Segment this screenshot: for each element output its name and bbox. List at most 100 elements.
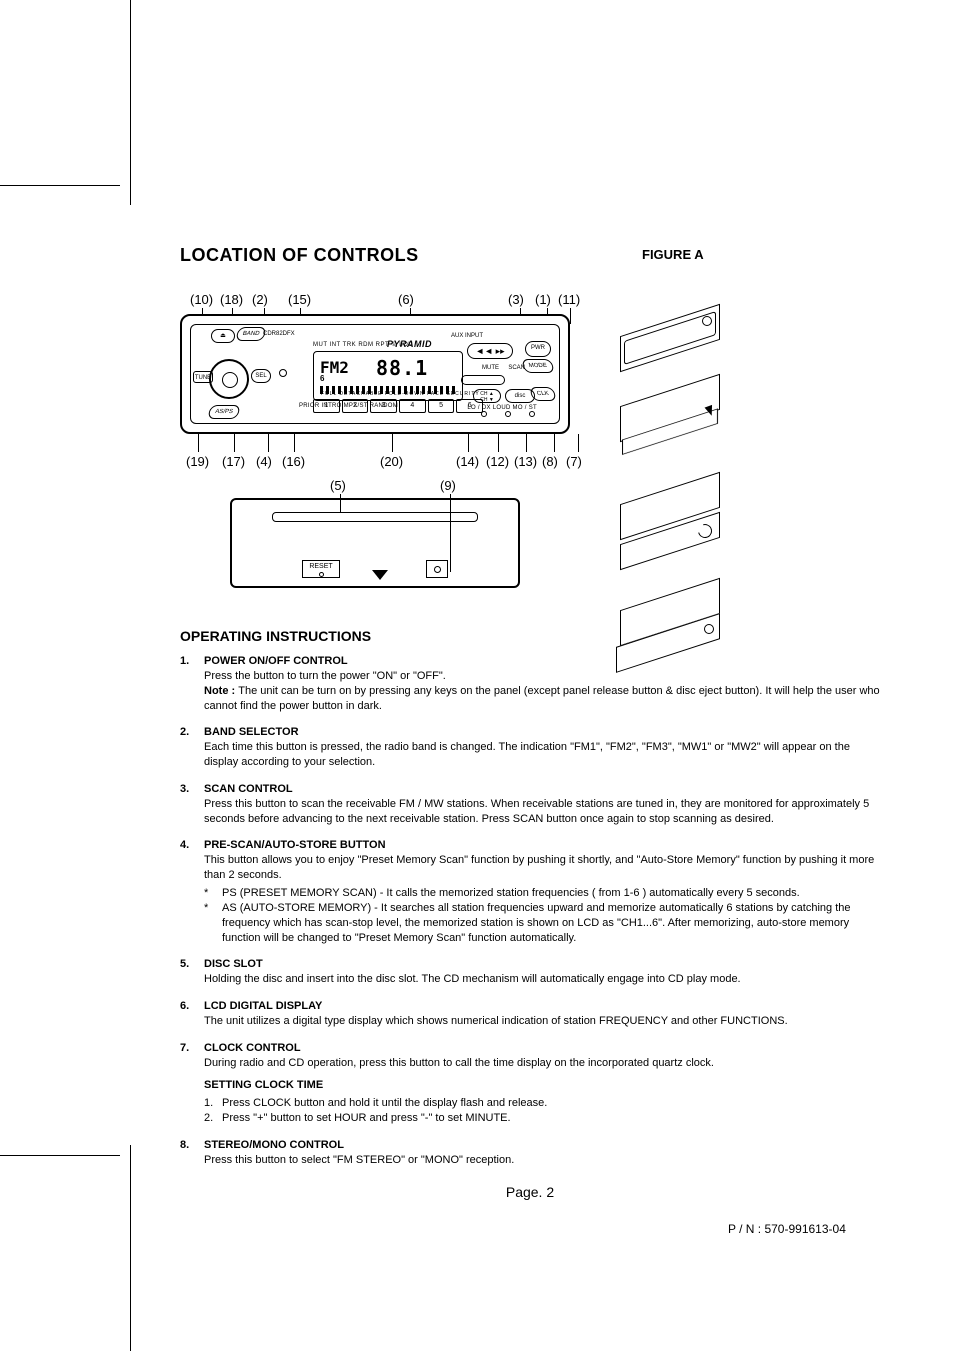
lcd-row-a: MUT INT TRK RDM RPT ① LOU	[313, 341, 413, 348]
strip-label: FULL DETACHABLE FOLD-DOWN FACE SECURITY	[321, 391, 480, 397]
instruction-text: Note : The unit can be turn on by pressi…	[204, 684, 880, 714]
instruction-number: 6.	[180, 999, 204, 1029]
callout-number: (3)	[508, 292, 524, 307]
instruction-title: CLOCK CONTROL	[204, 1041, 880, 1056]
mode-button: MODE	[521, 359, 555, 373]
callout-line	[498, 434, 499, 452]
callout-number: (11)	[558, 292, 580, 307]
callout-number: (2)	[252, 292, 268, 307]
preset-row: 123456	[313, 399, 483, 413]
callout-line	[294, 434, 295, 452]
instruction-number: 2.	[180, 725, 204, 770]
mute-label: MUTE	[482, 365, 499, 371]
callout-5: (5)	[330, 478, 346, 493]
callout-line	[570, 308, 571, 324]
callout-line	[392, 434, 393, 452]
callout-line	[526, 434, 527, 452]
section-instructions-title: OPERATING INSTRUCTIONS	[180, 628, 880, 644]
page-number: Page. 2	[180, 1184, 880, 1200]
aux-label: AUX INPUT	[451, 333, 483, 339]
sub-marker: *	[204, 886, 222, 901]
reset-label: RESET	[309, 563, 332, 570]
lcd-preset: 6	[320, 374, 324, 383]
instruction-item: 2.BAND SELECTOREach time this button is …	[180, 725, 880, 770]
callout-line	[198, 434, 199, 452]
callout-number: (20)	[380, 454, 403, 469]
callout-number: (6)	[398, 292, 414, 307]
arrow-down-icon	[372, 570, 388, 580]
crop-mark	[130, 0, 131, 205]
callout-9: (9)	[440, 478, 456, 493]
callout-number: (14)	[456, 454, 479, 469]
sub-marker: *	[204, 901, 222, 946]
callout-number: (7)	[566, 454, 582, 469]
callout-number: (12)	[486, 454, 509, 469]
preset-button: 5	[428, 399, 455, 413]
sel-button: SEL	[251, 369, 271, 383]
instruction-item: 4.PRE-SCAN/AUTO-STORE BUTTONThis button …	[180, 838, 880, 945]
instruction-number: 1.	[180, 654, 204, 713]
instruction-sub-item: *AS (AUTO-STORE MEMORY) - It searches al…	[204, 901, 880, 946]
seek-button: ◄◄ ▸▸	[467, 343, 513, 359]
tune-button: TUNE	[193, 371, 213, 383]
instruction-number: 7.	[180, 1041, 204, 1126]
knob-icon	[704, 624, 714, 634]
instruction-item: 8.STEREO/MONO CONTROLPress this button t…	[180, 1138, 880, 1168]
instruction-item: 5.DISC SLOTHolding the disc and insert i…	[180, 957, 880, 987]
eject-icon: ⏏	[211, 329, 235, 343]
instruction-item: 6.LCD DIGITAL DISPLAYThe unit utilizes a…	[180, 999, 880, 1029]
dot-icon	[505, 411, 511, 417]
callout-line	[234, 434, 235, 452]
callout-number: (18)	[220, 292, 243, 307]
callout-line	[468, 434, 469, 452]
sub-text: Press "+" button to set HOUR and press "…	[222, 1111, 880, 1126]
instruction-text: The unit utilizes a digital type display…	[204, 1014, 880, 1029]
sub-marker: 1.	[204, 1096, 222, 1111]
instruction-sub-item: *PS (PRESET MEMORY SCAN) - It calls the …	[204, 886, 880, 901]
crop-mark	[0, 1155, 120, 1156]
instruction-title: BAND SELECTOR	[204, 725, 880, 740]
callout-line	[554, 434, 555, 452]
dot-icon	[529, 411, 535, 417]
preset-button: 1	[313, 399, 340, 413]
instruction-text: Each time this button is pressed, the ra…	[204, 740, 880, 770]
instruction-text: This button allows you to enjoy "Preset …	[204, 853, 880, 883]
instruction-list: 1.POWER ON/OFF CONTROLPress the button t…	[180, 654, 880, 1168]
instruction-title: PRE-SCAN/AUTO-STORE BUTTON	[204, 838, 880, 853]
instruction-title: LCD DIGITAL DISPLAY	[204, 999, 880, 1014]
instruction-text: Press the button to turn the power "ON" …	[204, 669, 880, 684]
crop-mark	[0, 185, 120, 186]
instruction-item: 3.SCAN CONTROLPress this button to scan …	[180, 782, 880, 827]
callout-number: (17)	[222, 454, 245, 469]
stereo-face-diagram: CDR82DFX PYRAMID AUX INPUT ⏏ BAND TUNE S…	[180, 314, 570, 434]
callout-number: (4)	[256, 454, 272, 469]
diagram-area: (10)(18)(2)(15)(6)(3)(1)(11) CDR82DFX PY…	[180, 278, 880, 608]
asps-button: AS/PS	[207, 405, 241, 419]
knob-icon	[702, 316, 712, 326]
page-title: LOCATION OF CONTROLS	[180, 245, 419, 266]
part-number: P / N : 570-991613-04	[728, 1222, 846, 1236]
sub-text: PS (PRESET MEMORY SCAN) - It calls the m…	[222, 886, 880, 901]
callout-number: (19)	[186, 454, 209, 469]
instruction-item: 7.CLOCK CONTROLDuring radio and CD opera…	[180, 1041, 880, 1126]
led-icon	[279, 369, 287, 377]
callout-number: (8)	[542, 454, 558, 469]
callout-number: (1)	[535, 292, 551, 307]
scan-label: SCAN	[508, 365, 525, 371]
stereo-bezel: CDR82DFX PYRAMID AUX INPUT ⏏ BAND TUNE S…	[190, 324, 560, 424]
instruction-title: POWER ON/OFF CONTROL	[204, 654, 880, 669]
slot-unit-diagram: RESET	[230, 498, 520, 588]
instruction-text: Press this button to select "FM STEREO" …	[204, 1153, 880, 1168]
instruction-sub-item: 2.Press "+" button to set HOUR and press…	[204, 1111, 880, 1126]
sub-marker: 2.	[204, 1111, 222, 1126]
disc-slot	[272, 512, 478, 522]
preset-button: 6	[456, 399, 483, 413]
instruction-title: STEREO/MONO CONTROL	[204, 1138, 880, 1153]
instruction-number: 4.	[180, 838, 204, 945]
instruction-number: 5.	[180, 957, 204, 987]
figure-a-label: FIGURE A	[642, 247, 704, 262]
page-content: LOCATION OF CONTROLS FIGURE A (10)(18)(2…	[180, 245, 880, 1200]
crop-mark	[130, 1145, 131, 1351]
preset-button: 4	[399, 399, 426, 413]
instruction-text: During radio and CD operation, press thi…	[204, 1056, 880, 1071]
